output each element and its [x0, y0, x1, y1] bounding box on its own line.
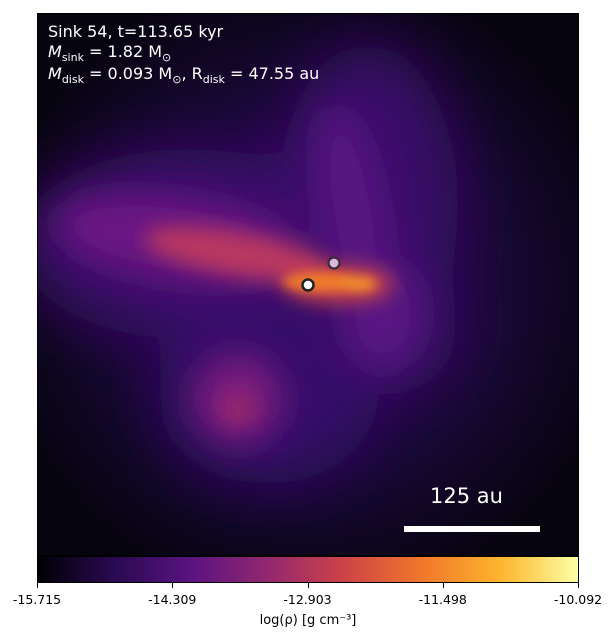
- colorbar-tick: [307, 583, 309, 588]
- colorbar-tick: [578, 583, 579, 588]
- sink-mass-annotation: Msink = 1.82 M⊙: [48, 42, 171, 68]
- scale-bar-label: 125 au: [430, 484, 503, 508]
- colorbar-tick-label: -12.903: [283, 592, 332, 607]
- sink-mass-subscript: sink: [61, 51, 84, 65]
- colorbar-tick-label: -15.715: [12, 592, 62, 607]
- solar-symbol: ⊙: [172, 73, 182, 87]
- disk-mass-subscript: disk: [61, 73, 84, 87]
- colorbar-tick: [172, 583, 174, 588]
- disk-radius-value: = 47.55 au: [224, 64, 320, 83]
- scale-bar: [404, 526, 540, 532]
- colorbar-tick-label: -11.498: [418, 592, 467, 607]
- sink-mass-symbol: M: [48, 42, 62, 61]
- colorbar: [37, 556, 579, 583]
- solar-symbol: ⊙: [162, 51, 172, 65]
- colorbar-tick-label: -14.309: [148, 592, 197, 607]
- primary-sink-marker: [301, 278, 315, 292]
- disk-radius-symbol: , R: [181, 64, 203, 83]
- disk-mass-symbol: M: [48, 64, 62, 83]
- colorbar-label: log(ρ) [g cm⁻³]: [259, 613, 357, 628]
- disk-radius-subscript: disk: [202, 73, 225, 87]
- colorbar-tick: [442, 583, 444, 588]
- colorbar-tick-label: -10.092: [553, 592, 603, 607]
- sink-mass-value: = 1.82 M: [83, 42, 163, 61]
- secondary-sink-marker: [327, 256, 341, 270]
- colorbar-tick: [37, 583, 38, 588]
- density-map-panel: Sink 54, t=113.65 kyr Msink = 1.82 M⊙ Md…: [37, 13, 579, 556]
- density-map: [38, 14, 578, 555]
- disk-annotation: Mdisk = 0.093 M⊙, Rdisk = 47.55 au: [48, 64, 319, 90]
- title-annotation: Sink 54, t=113.65 kyr: [48, 22, 224, 41]
- disk-mass-value: = 0.093 M: [83, 64, 173, 83]
